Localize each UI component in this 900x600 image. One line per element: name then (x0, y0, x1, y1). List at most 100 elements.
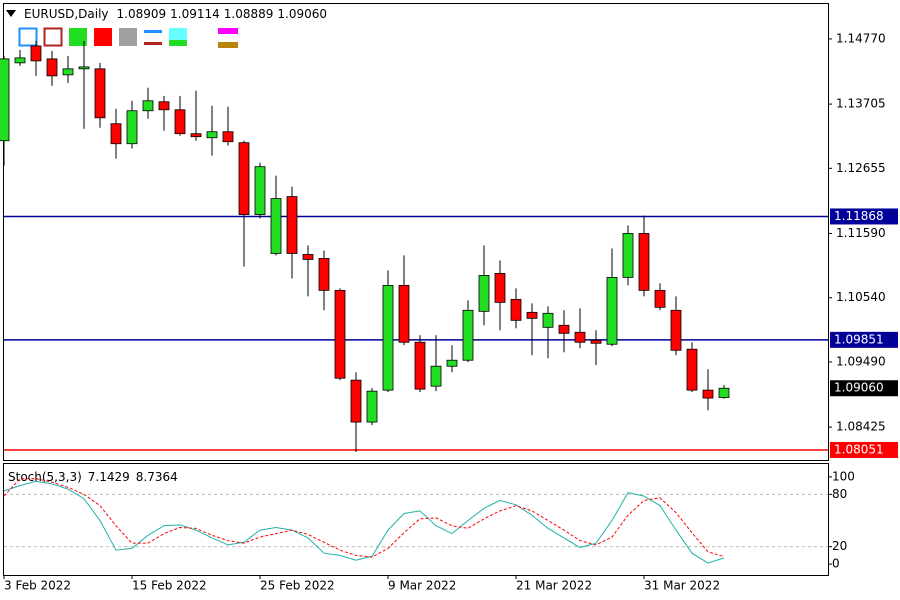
candle-body (318, 258, 330, 291)
candle-body (110, 123, 122, 145)
candle-body (286, 196, 298, 254)
candle-body (126, 110, 138, 145)
stoch-line (3, 478, 725, 558)
x-tick-label: 25 Feb 2022 (260, 579, 335, 593)
x-tick-label: 3 Feb 2022 (4, 579, 71, 593)
candle-body (0, 58, 10, 142)
y-tick-label: 1.10540 (836, 290, 886, 304)
x-tick-label: 15 Feb 2022 (132, 579, 207, 593)
x-tick-label: 31 Mar 2022 (644, 579, 720, 593)
y-tick-label: 1.09490 (836, 354, 886, 368)
stoch-frame (3, 463, 829, 576)
x-tick-label: 21 Mar 2022 (516, 579, 592, 593)
current-price-box (830, 380, 898, 397)
candle-body (478, 275, 490, 312)
candle-body (622, 233, 634, 278)
y-tick-label: 1.13705 (836, 97, 886, 111)
candle-body (702, 389, 714, 399)
candle-body (142, 100, 154, 112)
quote-close: 1.09060 (277, 7, 327, 21)
candle-body (446, 359, 458, 367)
y-tick-label: 100 (832, 469, 855, 483)
menu-arrow[interactable] (6, 10, 16, 17)
candle-body (302, 254, 314, 260)
candle-body (334, 289, 346, 379)
tool-icon[interactable] (18, 27, 38, 47)
y-tick-label: 1.11590 (836, 226, 886, 240)
candle-body (558, 324, 570, 334)
candle-body (670, 309, 682, 351)
candle-body (254, 166, 266, 215)
price-label-box (830, 441, 898, 458)
y-tick-label: 20 (832, 539, 847, 553)
y-tick-label: 1.14770 (836, 31, 886, 45)
candle-body (94, 68, 106, 119)
y-tick-label: 80 (832, 487, 847, 501)
tool-icon[interactable] (218, 28, 238, 34)
y-tick-label: 1.08425 (836, 420, 886, 434)
candle-body (430, 365, 442, 387)
stoch-line (3, 480, 725, 564)
main-frame (3, 3, 829, 461)
signal-value: 8.7364 (136, 470, 178, 484)
tool-icon[interactable] (169, 40, 187, 46)
tool-icon[interactable] (43, 27, 63, 47)
candle-body (174, 109, 186, 135)
candle-body (62, 68, 74, 76)
price-label: 1.09851 (834, 332, 884, 346)
price-label-box (830, 208, 898, 225)
candle-body (510, 298, 522, 321)
candle-body (414, 341, 426, 390)
quote-low: 1.08889 (224, 7, 274, 21)
candle-body (590, 339, 602, 344)
toolbar (18, 27, 238, 48)
tool-icon[interactable] (144, 42, 162, 45)
candle-body (398, 285, 410, 343)
candle-body (238, 142, 250, 215)
main-value: 7.1429 (88, 470, 130, 484)
tool-icon[interactable] (69, 28, 87, 46)
y-tick-label: 0 (832, 557, 840, 571)
chart-title: EURUSD,Daily 1.08909 1.09114 1.08889 1.09060 (24, 7, 327, 21)
price-label: 1.11868 (834, 209, 884, 223)
stoch-title: Stoch(5,3,3) 7.1429 8.7364 (8, 470, 178, 484)
tool-icon[interactable] (94, 28, 112, 46)
quote-high: 1.09114 (170, 7, 220, 21)
quote-open: 1.08909 (117, 7, 167, 21)
current-price-label: 1.09060 (834, 381, 884, 395)
candle-body (270, 198, 282, 254)
price-label-box (830, 331, 898, 348)
candle-body (14, 57, 26, 64)
candle-body (462, 309, 474, 361)
candle-body (606, 276, 618, 345)
candle-body (158, 101, 170, 111)
candle-body (30, 45, 42, 62)
candle-body (78, 66, 90, 70)
candle-body (638, 233, 650, 291)
y-tick-label: 1.12655 (836, 161, 886, 175)
candle-body (382, 285, 394, 391)
candle-body (494, 273, 506, 303)
indicator-name: Stoch(5,3,3) (8, 470, 82, 484)
candle-body (190, 133, 202, 138)
candle-body (574, 331, 586, 343)
tool-icon[interactable] (119, 28, 137, 46)
candle-body (206, 131, 218, 139)
tool-icon[interactable] (218, 42, 238, 48)
candle-body (350, 379, 362, 423)
candle-body (718, 387, 730, 398)
candle-body (526, 311, 538, 319)
candle-body (686, 348, 698, 391)
candle-body (654, 289, 666, 308)
candle-body (542, 312, 554, 328)
price-label: 1.08051 (834, 442, 884, 456)
candle-body (46, 58, 58, 77)
candle-body (222, 131, 234, 143)
tool-icon[interactable] (144, 30, 162, 33)
x-tick-label: 9 Mar 2022 (388, 579, 456, 593)
candle-body (366, 390, 378, 423)
symbol: EURUSD,Daily (24, 7, 109, 21)
